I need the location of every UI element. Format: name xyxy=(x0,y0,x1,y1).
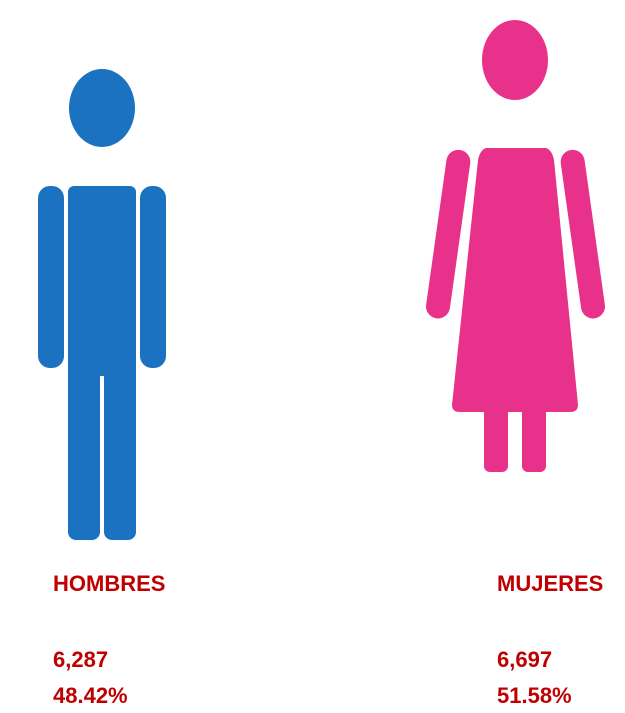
percent: 51.58% xyxy=(497,683,572,708)
count: 6,697 xyxy=(497,647,552,672)
label: HOMBRES xyxy=(53,571,165,596)
label: MUJERES xyxy=(497,571,603,596)
percent: 48.42% xyxy=(53,683,128,708)
woman-icon xyxy=(426,20,605,472)
count: 6,287 xyxy=(53,647,108,672)
man-icon xyxy=(38,69,166,540)
